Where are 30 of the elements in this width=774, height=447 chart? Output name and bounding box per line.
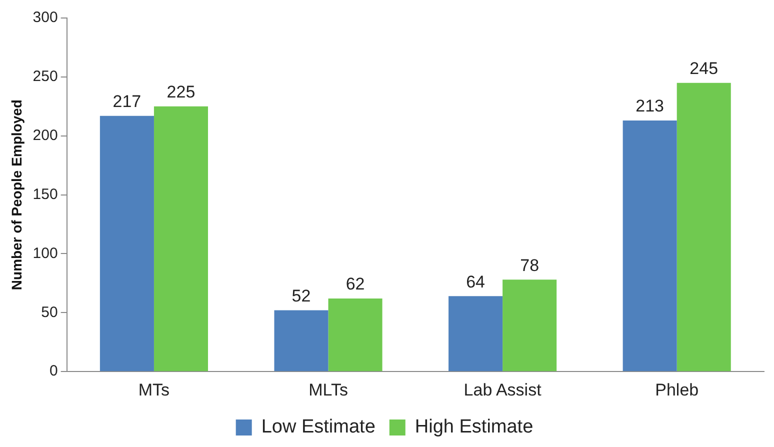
y-tick-label: 50 [41, 304, 58, 321]
bar [154, 106, 208, 372]
y-tick-label: 200 [32, 127, 58, 144]
x-tick-label: MLTs [308, 380, 348, 400]
x-tick-label: Phleb [655, 380, 699, 400]
y-tick-label: 300 [32, 9, 58, 26]
bar [328, 298, 382, 372]
data-label: 62 [346, 274, 365, 294]
data-label: 64 [466, 272, 486, 292]
data-label: 78 [520, 256, 540, 275]
y-tick-label: 100 [32, 244, 58, 262]
x-tick-label: MTs [138, 380, 170, 400]
data-label: 52 [292, 286, 311, 306]
y-tick-label: 250 [32, 68, 58, 86]
bar [448, 296, 503, 372]
x-tick-label: Lab Assist [464, 380, 542, 400]
bar [274, 310, 328, 372]
data-label: 245 [690, 59, 718, 78]
bar [622, 120, 677, 372]
y-tick-label: 0 [49, 362, 58, 380]
data-label: 217 [112, 92, 142, 112]
legend-label: Low Estimate [261, 416, 376, 438]
data-label: 213 [636, 96, 664, 116]
legend-label: High Estimate [414, 416, 534, 438]
bar [502, 280, 557, 372]
y-axis-title: Number of People Employed [8, 100, 24, 290]
data-label: 225 [166, 82, 196, 102]
y-tick-label: 150 [32, 186, 58, 203]
bar [100, 116, 154, 372]
bar [676, 82, 731, 372]
